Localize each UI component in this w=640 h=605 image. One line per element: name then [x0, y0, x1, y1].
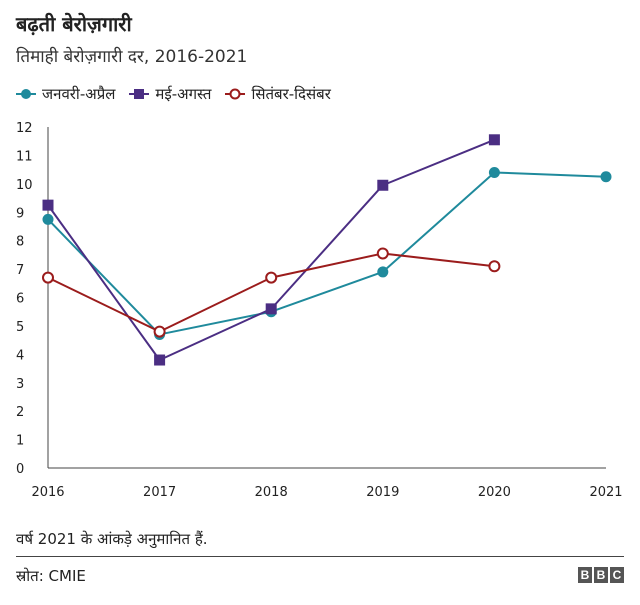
y-tick-label: 9	[16, 206, 24, 221]
data-point-square	[154, 354, 166, 366]
y-tick-label: 5	[16, 320, 24, 335]
source-label: स्रोत: CMIE	[16, 567, 86, 585]
chart-subtitle: तिमाही बेरोज़गारी दर, 2016-2021	[16, 47, 248, 67]
bbc-logo: B B C	[578, 567, 624, 583]
data-point-circle	[42, 213, 54, 225]
x-tick-label: 2016	[31, 485, 64, 500]
x-tick-label: 2018	[255, 485, 288, 500]
y-tick-label: 6	[16, 292, 24, 307]
y-tick-label: 7	[16, 263, 24, 278]
legend-marker-square	[129, 89, 150, 99]
legend-marker-filled-circle	[16, 89, 36, 99]
y-tick-label: 3	[16, 377, 24, 392]
data-point-square	[42, 199, 54, 211]
bbc-logo-letter: B	[594, 567, 608, 583]
y-tick-label: 2	[16, 405, 24, 420]
series-line	[47, 171, 607, 336]
data-point-open-circle	[42, 271, 54, 284]
data-point-square	[488, 134, 500, 146]
bbc-logo-letter: C	[610, 567, 624, 583]
x-tick-label: 2017	[143, 485, 176, 500]
data-point-open-circle	[488, 260, 501, 273]
y-tick-label: 11	[16, 149, 33, 164]
footnote: वर्ष 2021 के आंकड़े अनुमानित हैं.	[16, 530, 208, 548]
x-tick-label: 2019	[366, 485, 399, 500]
data-point-circle	[377, 266, 389, 278]
y-tick-label: 8	[16, 235, 24, 250]
legend-label-jan-apr: जनवरी-अप्रैल	[42, 85, 116, 103]
data-point-square	[377, 179, 389, 191]
data-point-open-circle	[376, 247, 389, 260]
y-tick-label: 0	[16, 462, 24, 477]
data-point-circle	[488, 166, 500, 178]
series-line	[47, 138, 495, 362]
legend-item-sep-dec: सितंबर-दिसंबर	[225, 84, 331, 104]
chart-title: बढ़ती बेरोज़गारी	[16, 12, 132, 36]
legend-item-jan-apr: जनवरी-अप्रैल	[16, 84, 115, 104]
data-point-open-circle	[265, 271, 278, 284]
legend-item-may-aug: मई-अगस्त	[129, 84, 211, 104]
legend-label-sep-dec: सितंबर-दिसंबर	[251, 85, 331, 103]
x-tick-label: 2020	[478, 485, 511, 500]
series-line	[47, 252, 495, 333]
y-tick-label: 10	[16, 178, 33, 193]
footer-divider	[16, 556, 624, 557]
y-tick-label: 12	[16, 121, 33, 136]
data-point-circle	[600, 171, 612, 183]
x-tick-label: 2021	[589, 485, 622, 500]
chart-legend: जनवरी-अप्रैल मई-अगस्त सितंबर-दिसंबर	[16, 82, 331, 106]
data-point-square	[265, 303, 277, 315]
legend-label-may-aug: मई-अगस्त	[155, 85, 212, 103]
data-point-open-circle	[153, 325, 166, 338]
y-tick-label: 1	[16, 434, 24, 449]
bbc-logo-letter: B	[578, 567, 592, 583]
y-tick-label: 4	[16, 348, 24, 363]
legend-marker-open-circle	[225, 88, 246, 100]
